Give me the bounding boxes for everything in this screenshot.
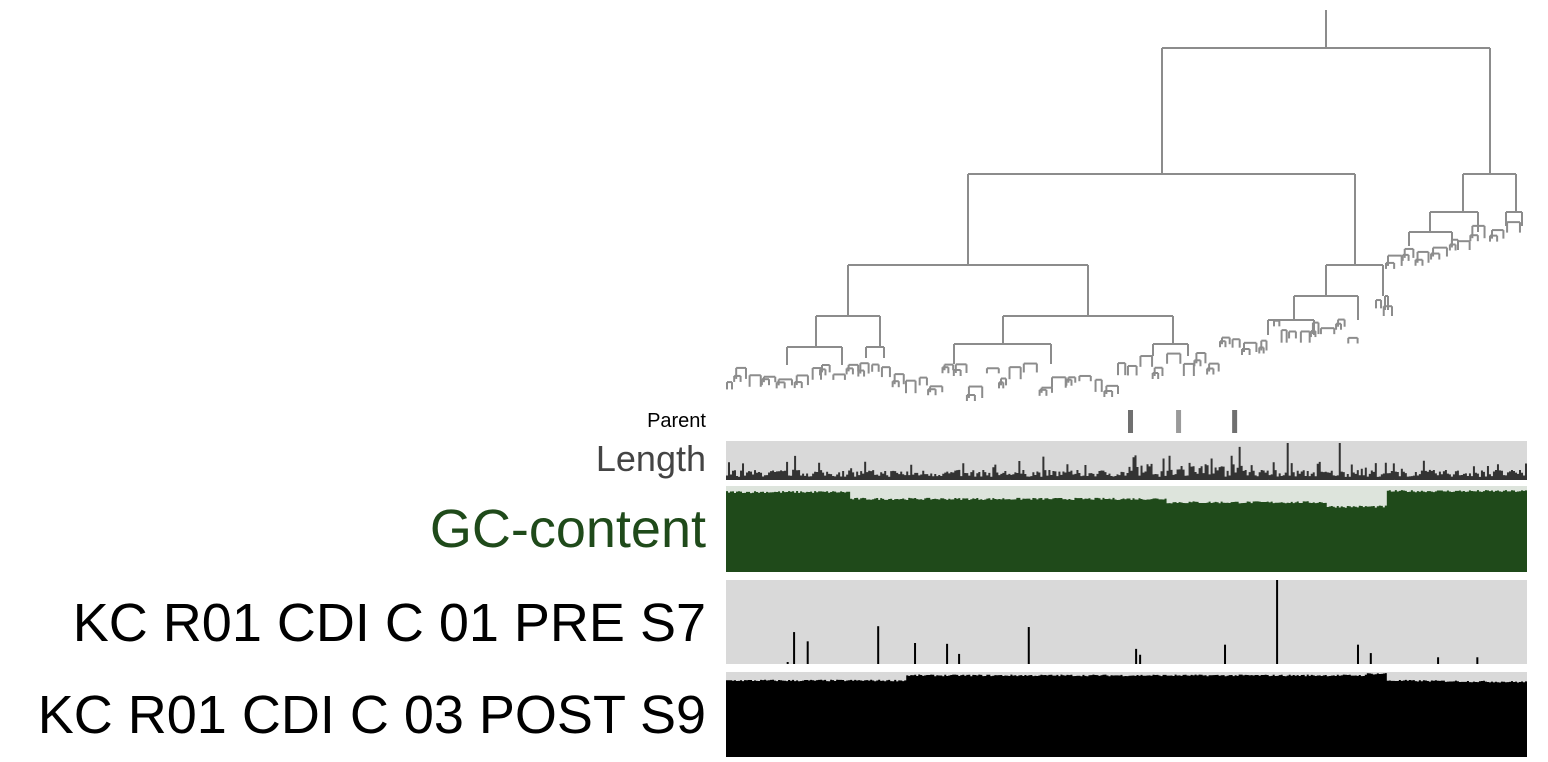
- sample-s7-bar: [786, 662, 789, 664]
- length-bars: [726, 442, 1527, 480]
- sample-s7-bar: [1027, 627, 1030, 664]
- gc-content-area: [726, 490, 1527, 572]
- parent-layer: [1128, 410, 1238, 433]
- sample-s7-bar: [806, 641, 809, 664]
- parent-layer-label: Parent: [647, 410, 706, 432]
- sample-s7-background: [726, 580, 1527, 664]
- sample-s7-bar: [914, 643, 917, 664]
- parent-marker: [1128, 410, 1134, 433]
- sample-s7-layer: [726, 580, 1527, 664]
- sample-s7-bar: [877, 626, 880, 664]
- sample-s7-bar: [1437, 657, 1440, 664]
- sample-s9-layer-label: KC R01 CDI C 03 POST S9: [37, 685, 706, 745]
- dendrogram[interactable]: [726, 10, 1523, 401]
- sample-s7-layer-label: KC R01 CDI C 01 PRE S7: [72, 593, 706, 653]
- sample-s7-bar: [1356, 644, 1359, 664]
- sample-s7-bar: [1476, 657, 1479, 664]
- sample-s7-bar: [1276, 580, 1279, 664]
- parent-marker: [1232, 410, 1238, 433]
- sample-s7-bar: [946, 643, 949, 664]
- length-layer: [726, 441, 1527, 480]
- length-layer-label: Length: [595, 438, 706, 479]
- sample-s7-bar: [1139, 654, 1142, 664]
- sample-s9-area: [726, 673, 1527, 757]
- sample-s7-bar: [958, 653, 961, 664]
- sample-s7-bar: [1369, 653, 1372, 664]
- gc-content-layer: [726, 486, 1527, 572]
- sample-s9-layer: [726, 672, 1527, 757]
- parent-marker: [1176, 410, 1182, 433]
- sample-s7-bar: [793, 632, 796, 664]
- sample-s7-bar: [1224, 644, 1227, 664]
- gc-content-layer-label: GC-content: [429, 499, 706, 559]
- sample-s7-bar: [1135, 648, 1138, 664]
